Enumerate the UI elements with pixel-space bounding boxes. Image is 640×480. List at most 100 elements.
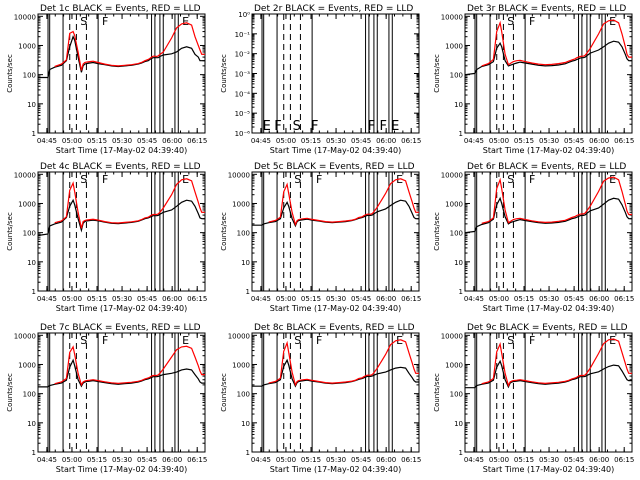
y-tick-label: 10 [454, 101, 463, 109]
y-axis-title: Counts/sec [220, 212, 228, 251]
x-tick-label: 05:30 [326, 456, 346, 464]
y-tick-label: 1 [459, 449, 463, 457]
y-axis-title: Counts/sec [6, 212, 14, 251]
x-tick-label: 05:15 [87, 137, 107, 145]
x-tick-label: 04:45 [37, 137, 57, 145]
event-marker-label: F [529, 334, 535, 347]
x-tick-label: 05:45 [351, 295, 371, 303]
y-tick-label: 10⁰ [238, 11, 250, 19]
plot-frame [464, 171, 633, 292]
x-tick-label: 05:00 [489, 456, 509, 464]
detector-panel: Det 7c BLACK = Events, RED = LLD 1 10 100 10… [6, 323, 207, 474]
x-tick-label: 06:00 [376, 137, 396, 145]
y-tick-label: 10000 [228, 332, 250, 340]
y-tick-label: 100 [237, 391, 250, 399]
event-marker-label: F [529, 15, 535, 28]
x-tick-label: 06:15 [187, 295, 207, 303]
x-tick-label: 05:30 [539, 137, 559, 145]
detector-panel: Det 4c BLACK = Events, RED = LLD 1 10 100 10… [6, 162, 207, 313]
panel-title: Det 7c BLACK = Events, RED = LLD [40, 323, 201, 333]
y-tick-label: 10 [27, 420, 36, 428]
x-tick-label: 05:45 [137, 295, 157, 303]
x-tick-label: 06:15 [187, 456, 207, 464]
x-axis-title: Start Time (17-May-02 04:39:40) [270, 146, 401, 155]
x-tick-label: 05:15 [514, 456, 534, 464]
detector-panel: Det 3r BLACK = Events, RED = LLD 1 10 100 10… [433, 4, 634, 155]
lld-series-line [268, 339, 419, 387]
event-marker-label: S [80, 334, 87, 347]
x-tick-label: 04:45 [464, 295, 484, 303]
event-marker-label: F [102, 334, 108, 347]
plot-frame [37, 171, 206, 292]
event-marker-label: S [507, 173, 514, 186]
x-tick-label: 05:30 [326, 295, 346, 303]
x-tick-label: 05:45 [351, 456, 371, 464]
x-axis-title: Start Time (17-May-02 04:39:40) [270, 465, 401, 474]
x-axis-title: Start Time (17-May-02 04:39:40) [483, 304, 614, 313]
x-tick-label: 06:15 [614, 137, 634, 145]
event-marker-label: E [182, 15, 189, 28]
lld-series-line [54, 22, 205, 71]
y-tick-label: 1 [246, 288, 250, 296]
y-tick-label: 10 [241, 420, 250, 428]
event-marker-label: F [274, 119, 281, 134]
x-tick-label: 04:45 [251, 456, 271, 464]
y-tick-label: 1000 [18, 361, 36, 369]
y-tick-label: 1 [32, 449, 36, 457]
event-marker-label: F [379, 119, 386, 134]
events-series-line [38, 358, 205, 388]
detector-panel: Det 2r BLACK = Events, RED = LLD 10⁰ 10⁻¹ 1… [220, 4, 421, 155]
y-axis-title: Counts/sec [433, 54, 441, 93]
x-tick-label: 06:15 [187, 137, 207, 145]
x-tick-label: 05:30 [539, 295, 559, 303]
events-series-line [465, 359, 632, 389]
event-marker-label: S [507, 334, 514, 347]
plot-frame [37, 13, 206, 134]
y-tick-label: 10 [27, 259, 36, 267]
y-tick-label: 1 [459, 288, 463, 296]
x-tick-label: 05:45 [137, 137, 157, 145]
y-tick-label: 1 [459, 130, 463, 138]
x-tick-label: 05:15 [87, 295, 107, 303]
x-tick-label: 05:00 [62, 137, 82, 145]
x-tick-label: 05:15 [301, 137, 321, 145]
panel-title: Det 3r BLACK = Events, RED = LLD [467, 4, 626, 14]
plot-frame [464, 332, 633, 453]
x-tick-label: 05:15 [514, 295, 534, 303]
y-tick-label: 10⁻⁶ [235, 130, 251, 138]
y-tick-label: 1000 [445, 42, 463, 50]
x-tick-label: 05:00 [62, 456, 82, 464]
y-tick-label: 100 [450, 230, 463, 238]
x-tick-label: 06:00 [589, 456, 609, 464]
y-tick-label: 10⁻² [235, 51, 251, 59]
x-tick-label: 06:00 [376, 456, 396, 464]
plot-frame [251, 171, 420, 292]
x-tick-label: 06:15 [401, 137, 421, 145]
x-tick-label: 05:00 [489, 137, 509, 145]
x-tick-label: 05:00 [276, 295, 296, 303]
y-tick-label: 10000 [228, 171, 250, 179]
event-marker-label: E [609, 173, 616, 186]
y-axis-title: Counts/sec [220, 373, 228, 412]
x-tick-label: 05:15 [514, 137, 534, 145]
x-tick-label: 04:45 [464, 456, 484, 464]
x-tick-label: 06:00 [589, 137, 609, 145]
x-axis-title: Start Time (17-May-02 04:39:40) [270, 304, 401, 313]
x-tick-label: 04:45 [251, 295, 271, 303]
y-tick-label: 1000 [445, 200, 463, 208]
x-tick-label: 05:00 [276, 456, 296, 464]
event-marker-label: F [529, 173, 535, 186]
y-tick-label: 10⁻⁴ [235, 90, 251, 98]
x-tick-label: 05:15 [87, 456, 107, 464]
panel-title: Det 4c BLACK = Events, RED = LLD [40, 162, 201, 172]
y-tick-label: 10000 [441, 13, 463, 21]
event-marker-label: F [102, 15, 108, 28]
y-tick-label: 10⁻³ [235, 71, 251, 79]
panel-title: Det 2r BLACK = Events, RED = LLD [254, 4, 413, 14]
detector-panel: Det 1c BLACK = Events, RED = LLD 1 10 100 10… [6, 4, 207, 155]
x-tick-label: 04:45 [37, 295, 57, 303]
event-marker-label: E [609, 334, 616, 347]
y-tick-label: 1 [246, 449, 250, 457]
panel-title: Det 6r BLACK = Events, RED = LLD [467, 162, 626, 172]
y-tick-label: 1000 [18, 42, 36, 50]
